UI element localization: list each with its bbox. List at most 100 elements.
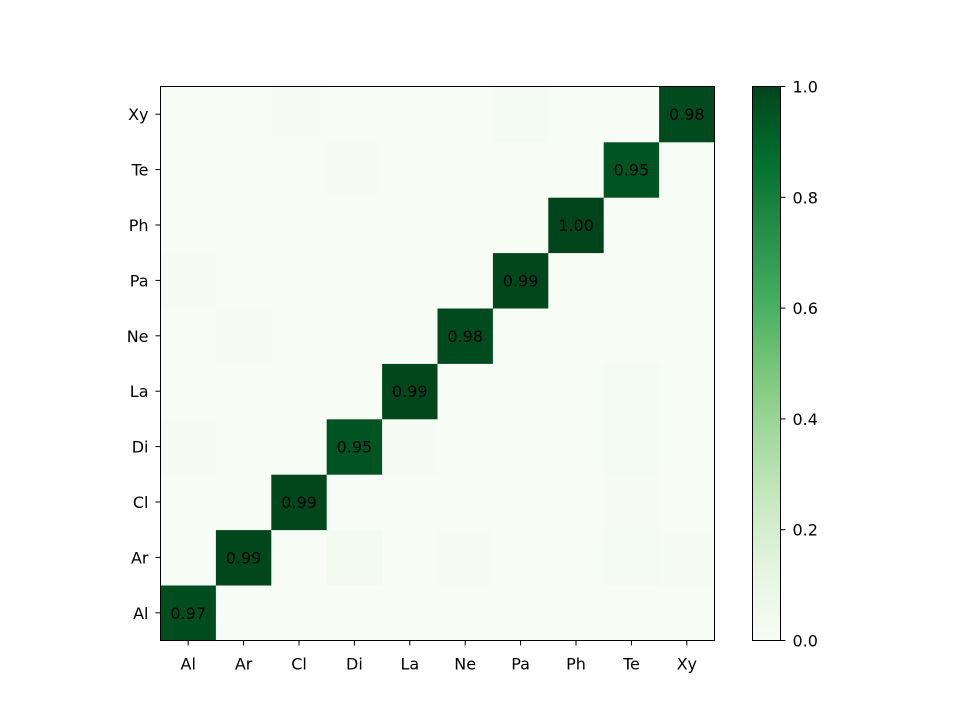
cell-value-label: 0.95 xyxy=(614,161,650,180)
y-tick-label: Ar xyxy=(131,548,149,567)
heatmap-cell xyxy=(326,252,383,309)
heatmap-cell xyxy=(382,86,438,143)
x-tick-label: La xyxy=(400,655,419,674)
heatmap-cell xyxy=(160,363,217,420)
y-tick-label: Ph xyxy=(129,216,149,235)
heatmap-cells xyxy=(160,86,715,641)
colorbar-tick-label: 1.0 xyxy=(793,78,818,97)
heatmap-cell xyxy=(603,141,660,198)
heatmap-cell xyxy=(437,585,494,641)
cell-value-label: 0.99 xyxy=(226,548,262,567)
heatmap-cell xyxy=(659,252,715,309)
heatmap-cell xyxy=(548,585,605,641)
heatmap-cell xyxy=(659,141,715,198)
heatmap-cell xyxy=(271,197,328,254)
colorbar-axis: 0.0 0.2 0.4 0.6 0.8 1.0 xyxy=(780,78,818,651)
heatmap-cell xyxy=(659,308,715,364)
heatmap-cell xyxy=(271,308,328,364)
heatmap-cell xyxy=(492,474,549,531)
cell-value-label: 0.99 xyxy=(392,382,428,401)
colorbar-tick-label: 0.8 xyxy=(793,188,818,207)
heatmap-cell xyxy=(659,418,715,475)
heatmap-cell xyxy=(492,363,549,420)
heatmap-cell xyxy=(437,252,494,309)
heatmap-cell xyxy=(437,197,494,254)
heatmap-cell xyxy=(659,585,715,641)
x-tick-label: Di xyxy=(346,655,363,674)
heatmap-cell xyxy=(548,474,605,531)
heatmap-cell xyxy=(603,86,660,143)
heatmap-cell xyxy=(437,474,494,531)
heatmap-cell xyxy=(603,529,660,586)
heatmap-cell xyxy=(603,363,660,420)
heatmap-cell xyxy=(215,141,272,198)
heatmap-cell xyxy=(326,585,383,641)
heatmap-cell xyxy=(160,86,217,143)
heatmap-cell xyxy=(326,308,383,364)
heatmap-cell xyxy=(215,86,272,143)
heatmap-cell xyxy=(215,585,272,641)
heatmap-cell-labels: 0.97 0.99 0.99 0.95 0.99 0.98 0.99 1.00 0.95 0.98 xyxy=(170,105,704,623)
heatmap-cell xyxy=(326,363,383,420)
heatmap-cell xyxy=(271,252,328,309)
heatmap-cell xyxy=(603,252,660,309)
cell-value-label: 0.98 xyxy=(669,105,705,124)
heatmap-cell xyxy=(437,141,494,198)
heatmap-cell xyxy=(160,141,217,198)
heatmap-cell xyxy=(382,585,438,641)
cell-value-label: 1.00 xyxy=(558,216,594,235)
y-tick-label: La xyxy=(130,382,149,401)
heatmap-cell xyxy=(548,86,605,143)
heatmap-cell xyxy=(437,86,494,143)
y-tick-label: Xy xyxy=(128,105,148,124)
heatmap-cell xyxy=(160,197,217,254)
x-tick-label: Ph xyxy=(566,655,586,674)
heatmap-cell xyxy=(215,418,272,475)
heatmap-cell xyxy=(437,529,494,586)
heatmap-cell xyxy=(160,308,217,364)
heatmap-cell xyxy=(492,86,549,143)
y-tick-label: Te xyxy=(131,161,149,180)
heatmap-cell xyxy=(271,585,328,641)
heatmap-cell xyxy=(659,197,715,254)
heatmap-cell xyxy=(659,86,715,143)
heatmap-cell xyxy=(492,197,549,254)
heatmap-cell xyxy=(492,529,549,586)
heatmap-cell xyxy=(492,141,549,198)
heatmap-cell xyxy=(382,529,438,586)
heatmap-cell xyxy=(215,363,272,420)
heatmap-cell xyxy=(382,363,438,420)
y-tick-label: Al xyxy=(133,604,148,623)
heatmap-cell xyxy=(326,197,383,254)
x-tick-label: Al xyxy=(181,655,196,674)
x-tick-label: Ar xyxy=(235,655,253,674)
heatmap-cell xyxy=(160,474,217,531)
heatmap-cell xyxy=(382,474,438,531)
heatmap-cell xyxy=(548,529,605,586)
heatmap-cell xyxy=(271,529,328,586)
x-tick-label: Ne xyxy=(454,655,476,674)
heatmap-cell xyxy=(160,529,217,586)
heatmap-cell xyxy=(326,418,383,475)
heatmap-cell xyxy=(603,197,660,254)
x-tick-label: Te xyxy=(622,655,640,674)
heatmap-cell xyxy=(326,86,383,143)
heatmap-cell xyxy=(548,141,605,198)
colorbar-tick-label: 0.0 xyxy=(793,632,818,651)
heatmap-cell xyxy=(659,529,715,586)
heatmap-cell xyxy=(382,308,438,364)
heatmap-cell xyxy=(382,141,438,198)
heatmap-cell xyxy=(659,474,715,531)
heatmap-cell xyxy=(326,529,383,586)
y-tick-label: Pa xyxy=(130,271,149,290)
heatmap-cell xyxy=(215,474,272,531)
heatmap-cell xyxy=(659,363,715,420)
heatmap-cell xyxy=(492,252,549,309)
cell-value-label: 0.97 xyxy=(170,604,206,623)
heatmap-cell xyxy=(326,474,383,531)
x-tick-label: Cl xyxy=(291,655,307,674)
heatmap-cell xyxy=(603,418,660,475)
heatmap-cell xyxy=(548,197,605,254)
cell-value-label: 0.99 xyxy=(281,493,317,512)
heatmap-cell xyxy=(271,418,328,475)
